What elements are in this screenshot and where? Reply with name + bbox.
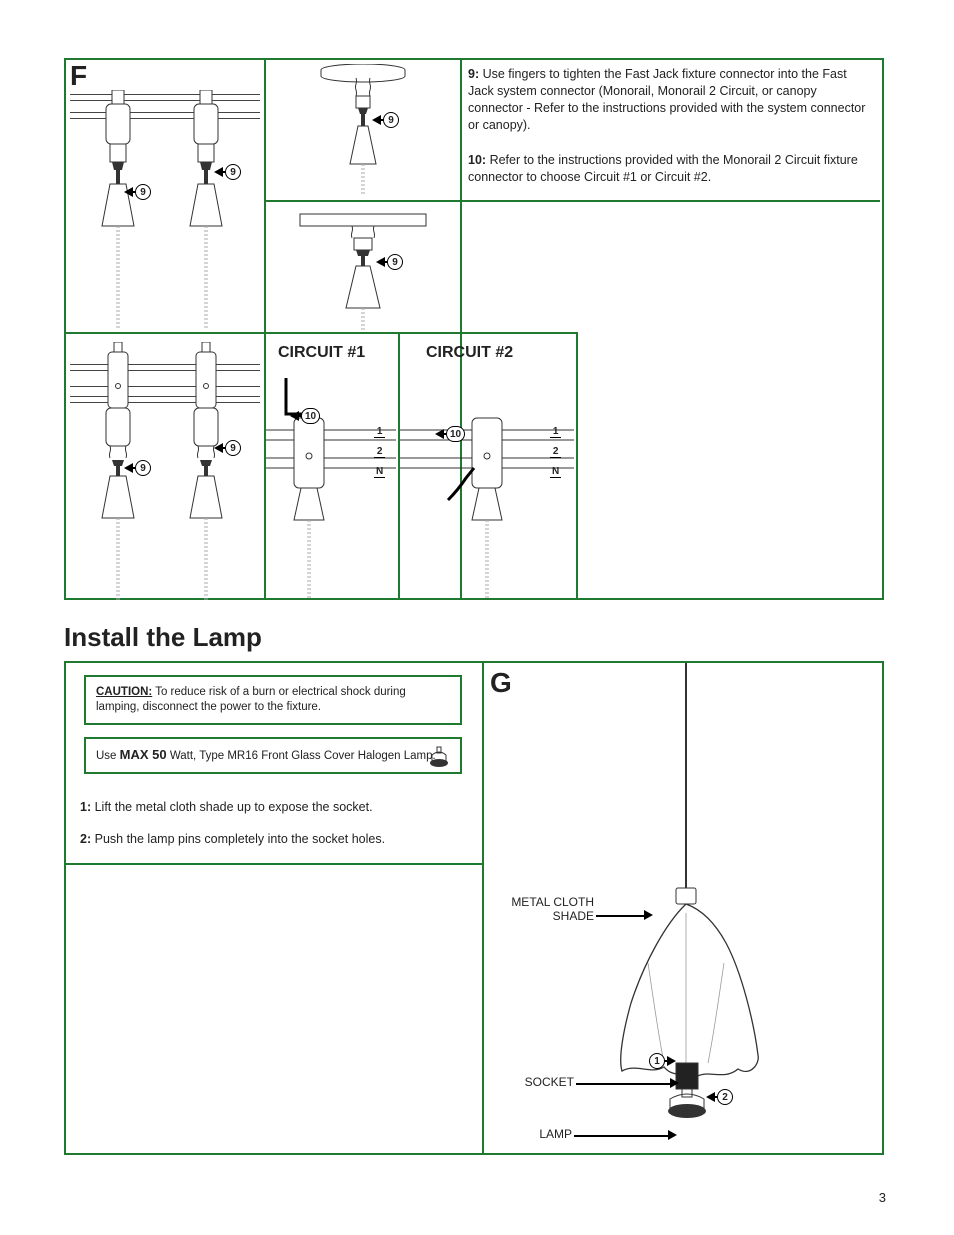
callout-9: 9: [124, 460, 151, 476]
pendant-icon: [176, 90, 236, 330]
lamp-suffix: Watt, Type MR16 Front Glass Cover Haloge…: [167, 750, 436, 762]
step-g-panel: CAUTION: To reduce risk of a burn or ele…: [64, 661, 884, 1155]
arrow-head-icon: [668, 1130, 677, 1140]
arrow-line: [574, 1135, 670, 1137]
caution-label: CAUTION:: [96, 686, 152, 698]
callout-10: 10: [290, 408, 320, 424]
callout-9: 9: [214, 164, 241, 180]
pendant-icon: [176, 342, 236, 600]
instr-9-text: Use fingers to tighten the Fast Jack fix…: [468, 67, 865, 132]
step-2-text: Push the lamp pins completely into the s…: [95, 832, 385, 846]
callout-10: 10: [435, 426, 465, 442]
callout-9: 9: [214, 440, 241, 456]
lamp-prefix: Use: [96, 750, 120, 762]
step-2-label: 2:: [80, 832, 91, 846]
instr-10-text: Refer to the instructions provided with …: [468, 153, 858, 184]
arrow-head-icon: [670, 1078, 679, 1088]
circuit-2-title: CIRCUIT #2: [426, 344, 513, 362]
caution-box: CAUTION: To reduce risk of a burn or ele…: [84, 675, 462, 725]
instr-10: 10: Refer to the instructions provided w…: [468, 152, 874, 186]
arrow-line: [596, 915, 646, 917]
pendant-icon: [88, 90, 148, 330]
callout-1: 1: [649, 1053, 676, 1069]
step-1-label: 1:: [80, 800, 91, 814]
callout-2: 2: [706, 1089, 733, 1105]
rail-diagram-icon: [266, 370, 396, 598]
lamp-step-1: 1: Lift the metal cloth shade up to expo…: [80, 799, 470, 816]
circuit-1-title: CIRCUIT #1: [278, 344, 365, 362]
instr-10-label: 10:: [468, 153, 486, 167]
lamp-label: LAMP: [526, 1127, 572, 1141]
canopy-pendant-icon: [298, 212, 428, 330]
socket-label: SOCKET: [514, 1075, 574, 1089]
rail-numbers: 1 2 N: [374, 426, 385, 478]
lamp-bold: MAX 50: [120, 747, 167, 762]
step-f-panel: F 9: Use fingers to tighten the Fast Jac…: [64, 58, 884, 600]
step-f-label: F: [70, 60, 87, 92]
lamp-spec-box: Use MAX 50 Watt, Type MR16 Front Glass C…: [84, 737, 462, 774]
page-number: 3: [879, 1190, 886, 1205]
instr-9-label: 9:: [468, 67, 479, 81]
section-heading: Install the Lamp: [64, 622, 890, 653]
page: F 9: Use fingers to tighten the Fast Jac…: [0, 0, 954, 1235]
rail-numbers: 1 2 N: [550, 426, 561, 478]
arrow-head-icon: [644, 910, 653, 920]
step-1-text: Lift the metal cloth shade up to expose …: [95, 800, 373, 814]
canopy-pendant-icon: [318, 64, 408, 194]
step-g-label: G: [490, 667, 512, 699]
lamp-icon: [426, 745, 452, 771]
lamp-step-2: 2: Push the lamp pins completely into th…: [80, 831, 470, 848]
shade-label: METAL CLOTHSHADE: [494, 895, 594, 923]
arrow-line: [576, 1083, 672, 1085]
callout-9: 9: [124, 184, 151, 200]
callout-9: 9: [376, 254, 403, 270]
callout-9: 9: [372, 112, 399, 128]
instr-9: 9: Use fingers to tighten the Fast Jack …: [468, 66, 874, 134]
rail-diagram-icon: [400, 370, 574, 598]
